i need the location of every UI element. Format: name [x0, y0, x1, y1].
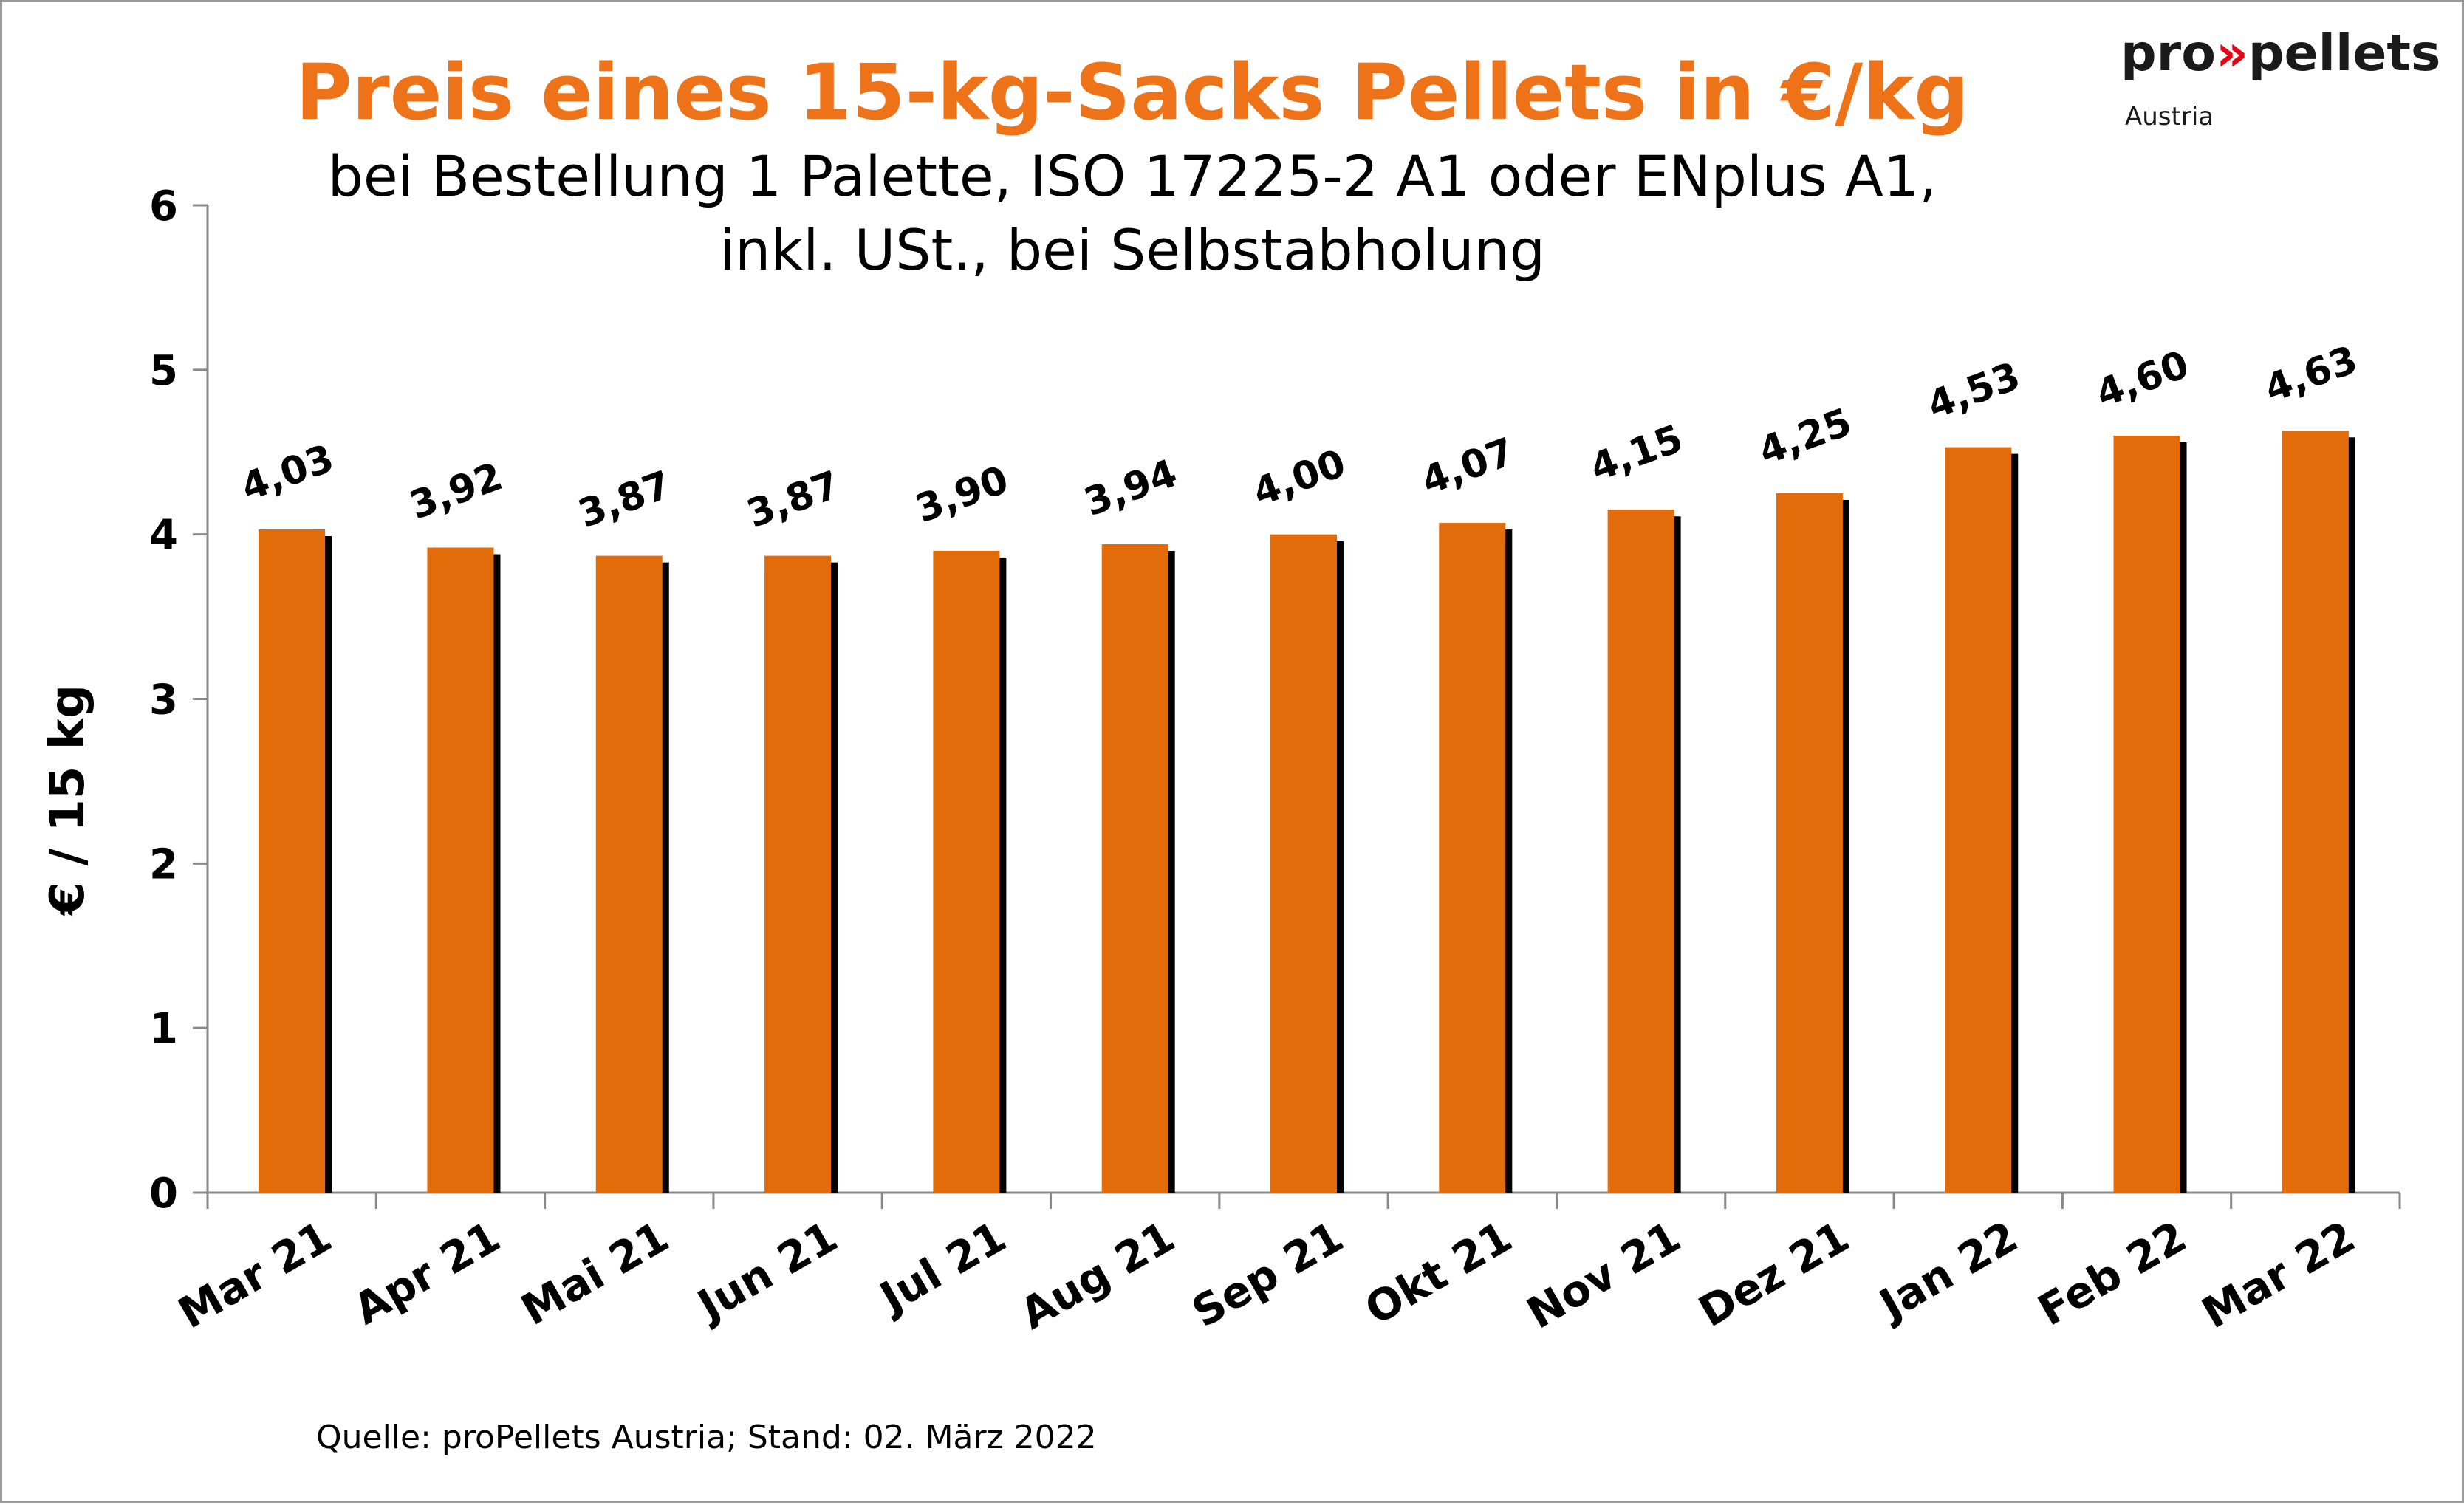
- category-label: Nov 21: [1519, 1211, 1689, 1338]
- category-label: Jul 21: [869, 1211, 1015, 1324]
- bar-mai-21: [595, 555, 663, 1193]
- category-label: Mai 21: [513, 1211, 677, 1335]
- bar-jan-22: [1945, 447, 2012, 1193]
- y-tick-label: 3: [149, 676, 178, 724]
- category-label: Okt 21: [1357, 1211, 1521, 1334]
- category-label: Apr 21: [345, 1211, 508, 1334]
- category-label: Mar 22: [2194, 1211, 2364, 1338]
- data-label: 3,87: [742, 463, 846, 537]
- data-label: 3,94: [1078, 451, 1183, 525]
- propellets-logo: pro»pellets Austria: [2121, 24, 2440, 131]
- y-axis-ticks: 0 1 2 3 4 5 6: [149, 182, 208, 1218]
- bar-jul-21: [933, 550, 1000, 1193]
- y-tick-label: 6: [149, 182, 178, 230]
- bar-apr-21: [427, 547, 494, 1193]
- source-note: Quelle: proPellets Austria; Stand: 02. M…: [316, 1419, 1097, 1456]
- logo-pro-text: pro: [2121, 24, 2216, 83]
- data-label: 4,07: [1416, 430, 1520, 504]
- data-label: 4,60: [2090, 343, 2194, 416]
- data-label: 4,53: [1922, 354, 2026, 428]
- y-axis-label: € / 15 kg: [41, 685, 95, 916]
- chart-subtitle-line1: bei Bestellung 1 Palette, ISO 17225-2 A1…: [328, 143, 1937, 209]
- chart-subtitle-line2: inkl. USt., bei Selbstabholung: [719, 217, 1545, 283]
- bar-feb-22: [2113, 435, 2180, 1193]
- logo-arrows-icon: »: [2216, 24, 2248, 83]
- bar-jun-21: [764, 555, 832, 1193]
- data-label: 3,90: [910, 458, 1014, 532]
- bar-okt-21: [1439, 523, 1506, 1193]
- data-labels: 4,03 3,92 3,87 3,87 3,90 3,94 4,00 4,07 4,15 4,25…: [236, 337, 2364, 537]
- category-label: Aug 21: [1012, 1211, 1183, 1339]
- bar-mar-21: [259, 529, 326, 1193]
- y-tick-label: 5: [149, 347, 178, 395]
- data-label: 4,25: [1753, 400, 1858, 474]
- bar-aug-21: [1101, 544, 1168, 1193]
- y-tick-label: 4: [149, 512, 178, 560]
- category-label: Mar 21: [170, 1211, 340, 1338]
- category-label: Jan 22: [1869, 1211, 2026, 1331]
- data-label: 4,00: [1248, 442, 1352, 515]
- y-tick-label: 2: [149, 840, 178, 888]
- data-label: 4,03: [236, 436, 340, 510]
- bar-nov-21: [1607, 510, 1674, 1193]
- data-label: 4,15: [1584, 416, 1688, 490]
- category-label: Sep 21: [1183, 1211, 1352, 1337]
- data-label: 3,92: [404, 454, 508, 528]
- logo-subtext: Austria: [2125, 102, 2214, 131]
- category-label: Jun 21: [687, 1211, 846, 1331]
- logo-pellets-text: pellets: [2248, 24, 2441, 83]
- chart-title: Preis eines 15-kg-Sacks Pellets in €/kg: [295, 47, 1969, 137]
- y-tick-label: 1: [149, 1005, 178, 1053]
- data-label: 3,87: [572, 463, 677, 537]
- svg-text:pro»pellets: pro»pellets: [2121, 24, 2440, 83]
- bar-sep-21: [1270, 534, 1337, 1193]
- data-label: 4,63: [2259, 337, 2363, 411]
- category-label: Feb 22: [2030, 1211, 2195, 1335]
- bar-dez-21: [1776, 493, 1843, 1193]
- bar-mar-22: [2282, 431, 2349, 1193]
- category-label: Dez 21: [1691, 1211, 1858, 1337]
- bar-series: [259, 431, 2355, 1193]
- y-tick-label: 0: [149, 1170, 178, 1218]
- x-axis-ticks: [206, 1193, 2401, 1209]
